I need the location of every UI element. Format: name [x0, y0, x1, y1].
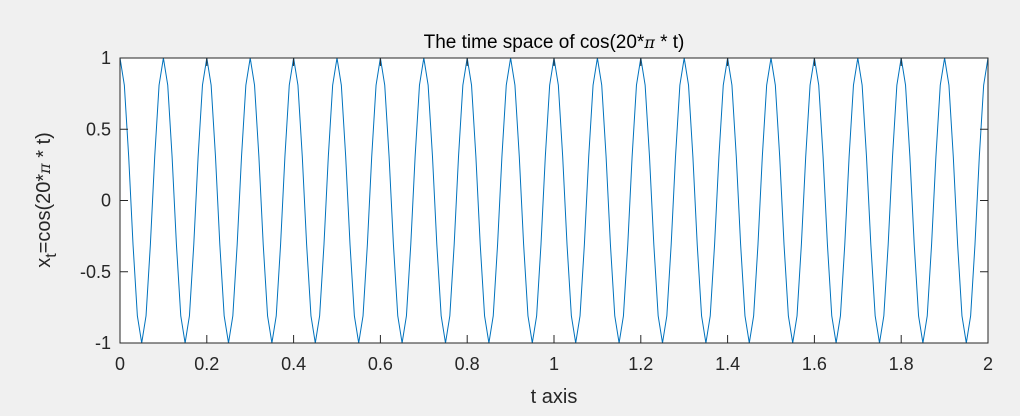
y-label-after: * t)	[33, 132, 55, 163]
x-tick-label: 1.8	[889, 354, 914, 374]
y-tick-label: 1	[101, 48, 111, 68]
axes-area	[120, 58, 988, 343]
x-tick-label: 0.4	[281, 354, 306, 374]
x-tick-label: 2	[983, 354, 993, 374]
title-text-after: * t)	[655, 32, 685, 53]
x-tick-label: 0.8	[455, 354, 480, 374]
y-tick-label: 0.5	[86, 119, 111, 139]
chart-title: The time space of cos(20*π * t)	[424, 32, 685, 53]
y-label-subscript: t	[43, 253, 60, 258]
title-pi-symbol: π	[643, 33, 655, 52]
y-label-before: =cos(20*	[33, 174, 55, 254]
x-tick-label: 0.2	[194, 354, 219, 374]
ticks-group: 0 0.2 0.4 0.6 0.8 1 1.2 1.4 1.6 1.8 2 1 0.5 0 -0.5 -1	[80, 48, 993, 374]
y-label-base: x	[33, 258, 55, 268]
x-axis-label: t axis	[531, 386, 578, 408]
x-tick-label: 0	[115, 354, 125, 374]
x-tick-label: 1.4	[715, 354, 740, 374]
x-tick-label: 0.6	[368, 354, 393, 374]
y-tick-label: 0	[101, 191, 111, 211]
y-label-pi-symbol: π	[35, 163, 54, 175]
title-text-before: The time space of cos(20*	[424, 32, 645, 53]
x-tick-label: 1.2	[628, 354, 653, 374]
y-tick-label: -0.5	[80, 262, 111, 282]
x-tick-label: 1	[549, 354, 559, 374]
y-tick-label: -1	[95, 333, 111, 353]
y-axis-label: xt=cos(20*π * t)	[33, 132, 60, 268]
x-tick-label: 1.6	[802, 354, 827, 374]
